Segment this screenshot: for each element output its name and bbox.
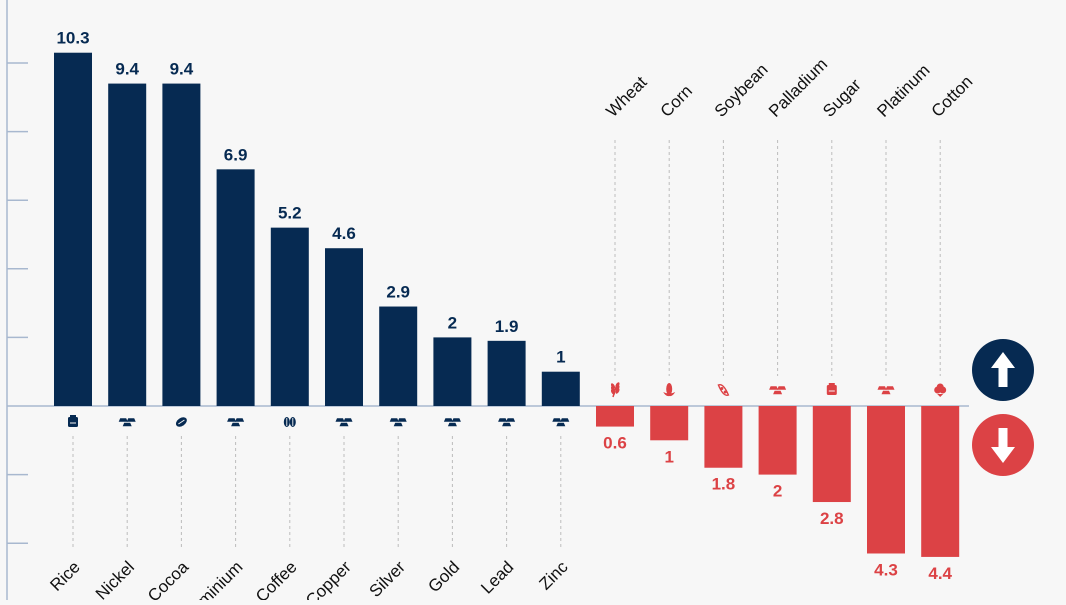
metal-ingots-icon [769,386,787,395]
bar-corn [650,406,689,441]
metal-ingots-icon [389,418,407,427]
value-label: 6.9 [224,145,248,164]
metal-ingots-icon [877,386,895,395]
wheat-icon [610,382,620,398]
bar-wheat [596,406,634,427]
category-label: Coffee [252,557,301,600]
bar-cocoa [162,83,201,406]
value-label: 5.2 [278,204,302,223]
value-label: 4.3 [874,560,898,579]
value-label: 1.9 [495,317,519,336]
bar-rice [54,52,92,407]
value-label: 9.4 [115,60,139,79]
bar-aluminium [216,169,255,406]
metal-ingots-icon [118,418,136,427]
category-label: Zinc [535,557,571,593]
legend-up [972,339,1034,401]
value-label: 2 [448,313,457,332]
metal-ingots-icon [443,418,461,427]
bar-palladium [758,406,797,475]
arrow-down-icon [991,428,1015,463]
value-label: 2.9 [386,283,410,302]
value-label: 4.4 [928,564,952,583]
category-label: Rice [46,557,83,594]
category-label: Aluminium [177,557,247,600]
category-label: Lead [477,557,517,597]
bar-silver [379,306,418,406]
bar-lead [487,340,526,406]
cotton-icon [934,383,947,397]
value-label: 1 [556,348,565,367]
bar-platinum [867,406,905,554]
sugar-bag-icon [826,383,837,395]
bar-nickel [108,83,147,406]
legend-down [972,414,1034,476]
soybean-icon [717,384,730,396]
bar-soybean [704,406,743,468]
coffee-beans-icon [283,417,296,427]
category-label: Palladium [765,55,831,121]
arrow-up-icon [991,352,1015,387]
category-label: Soybean [711,60,772,121]
value-label: 4.6 [332,224,356,243]
category-label: Gold [424,557,463,596]
category-label: Wheat [602,72,650,120]
bar-cotton [921,406,960,557]
category-label: Silver [366,557,410,600]
value-label: 2 [773,482,782,501]
cocoa-pod-icon [175,417,187,427]
value-label: 1.8 [712,475,736,494]
bar-sugar [812,406,851,503]
category-label: Platinum [873,61,933,121]
value-label: 0.6 [603,434,627,453]
category-label: Copper [302,557,355,600]
bar-coffee [270,227,309,406]
rice-bag-icon [68,415,78,427]
value-label: 9.4 [170,60,194,79]
value-label: 10.3 [56,29,89,48]
metal-ingots-icon [552,418,570,427]
metal-ingots-icon [498,418,516,427]
value-label: 1 [664,447,673,466]
category-label: Cocoa [144,557,193,600]
value-label: 2.8 [820,509,844,528]
bar-zinc [541,371,580,406]
metal-ingots-icon [335,418,353,427]
bar-gold [433,337,472,406]
corn-icon [663,383,676,397]
category-label: Sugar [819,75,865,121]
metal-ingots-icon [227,418,245,427]
category-label: Corn [657,81,696,120]
category-label: Cotton [928,72,977,121]
bar-copper [325,248,363,406]
category-label: Nickel [92,557,138,600]
